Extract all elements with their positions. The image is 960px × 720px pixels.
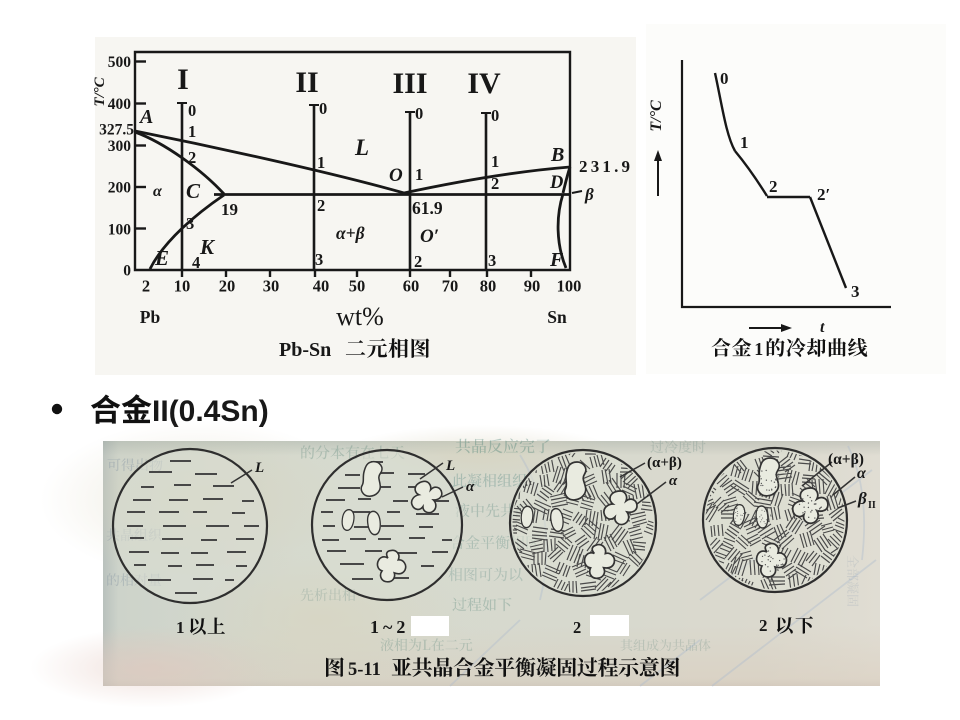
svg-text:2: 2: [414, 252, 422, 271]
svg-text:K: K: [199, 235, 216, 259]
svg-text:Sn: Sn: [547, 307, 567, 327]
svg-text:327.5: 327.5: [99, 122, 134, 139]
svg-text:100: 100: [108, 222, 132, 239]
svg-text:1: 1: [317, 153, 325, 172]
svg-text:90: 90: [524, 277, 541, 296]
svg-text:t: t: [820, 319, 825, 336]
svg-text:2: 2: [142, 277, 150, 296]
svg-text:(α+β): (α+β): [647, 455, 682, 471]
svg-text:30: 30: [263, 277, 280, 296]
svg-text:IV: IV: [467, 67, 501, 100]
svg-text:1: 1: [188, 122, 196, 141]
svg-text:L: L: [354, 135, 369, 160]
svg-text:1: 1: [415, 165, 423, 184]
svg-text:3: 3: [186, 214, 194, 233]
svg-text:2: 2: [491, 174, 499, 193]
svg-text:α: α: [669, 473, 678, 489]
svg-text:β: β: [584, 185, 594, 204]
svg-text:2: 2: [188, 148, 196, 167]
svg-text:0: 0: [123, 263, 131, 280]
svg-text:40: 40: [313, 277, 330, 296]
svg-text:19: 19: [221, 200, 238, 219]
svg-text:50: 50: [349, 277, 366, 296]
svg-text:500: 500: [108, 54, 132, 71]
svg-text:wt%: wt%: [336, 302, 384, 331]
svg-text:α: α: [153, 183, 163, 200]
svg-text:0: 0: [491, 106, 499, 125]
svg-text:α+β: α+β: [336, 223, 365, 243]
svg-text:Pb: Pb: [140, 307, 161, 327]
svg-text:3: 3: [488, 251, 496, 270]
svg-text:III: III: [392, 67, 427, 100]
svg-text:E: E: [154, 246, 169, 270]
svg-text:2: 2: [759, 616, 768, 635]
svg-text:3: 3: [851, 282, 860, 301]
svg-text:80: 80: [480, 277, 497, 296]
svg-text:231.9: 231.9: [579, 157, 633, 176]
svg-text:400: 400: [108, 96, 132, 113]
svg-text:β: β: [857, 489, 867, 508]
svg-text:α: α: [466, 479, 475, 495]
svg-text:200: 200: [108, 180, 132, 197]
svg-text:T/°C: T/°C: [648, 100, 665, 132]
svg-text:1~2: 1~2: [370, 617, 409, 637]
svg-text:0: 0: [319, 99, 327, 118]
svg-text:D: D: [549, 173, 563, 193]
svg-text:70: 70: [442, 277, 459, 296]
svg-text:2: 2: [573, 618, 581, 637]
svg-text:61.9: 61.9: [412, 198, 443, 218]
svg-text:1: 1: [740, 133, 749, 152]
svg-text:5-11: 5-11: [348, 660, 381, 680]
svg-text:0: 0: [415, 104, 423, 123]
svg-text:T/°C: T/°C: [92, 76, 108, 106]
svg-text:L: L: [254, 460, 264, 476]
svg-text:I: I: [177, 63, 189, 96]
svg-text:II: II: [295, 66, 318, 99]
svg-text:2: 2: [769, 177, 778, 196]
svg-text:20: 20: [219, 277, 236, 296]
svg-text:B: B: [550, 144, 564, 166]
svg-text:F: F: [549, 249, 564, 271]
svg-text:α: α: [857, 465, 867, 482]
svg-text:A: A: [138, 106, 153, 128]
svg-text:O′: O′: [420, 226, 439, 247]
svg-text:II: II: [868, 500, 876, 511]
svg-text:60: 60: [403, 277, 420, 296]
svg-text:(α+β): (α+β): [828, 451, 864, 468]
svg-text:300: 300: [108, 138, 132, 155]
svg-text:4: 4: [192, 253, 200, 272]
svg-text:100: 100: [557, 277, 582, 296]
svg-text:1: 1: [491, 152, 499, 171]
svg-text:10: 10: [174, 277, 191, 296]
svg-text:C: C: [186, 179, 201, 203]
svg-text:3: 3: [315, 250, 323, 269]
svg-text:O: O: [389, 165, 403, 186]
svg-text:L: L: [445, 458, 455, 474]
svg-text:1: 1: [754, 339, 763, 359]
svg-text:2: 2: [317, 196, 325, 215]
svg-text:Pb-Sn: Pb-Sn: [279, 339, 331, 361]
svg-text:1: 1: [176, 618, 185, 637]
svg-text:2′: 2′: [817, 185, 830, 204]
svg-text:0: 0: [188, 101, 196, 120]
svg-text:0: 0: [720, 69, 729, 88]
